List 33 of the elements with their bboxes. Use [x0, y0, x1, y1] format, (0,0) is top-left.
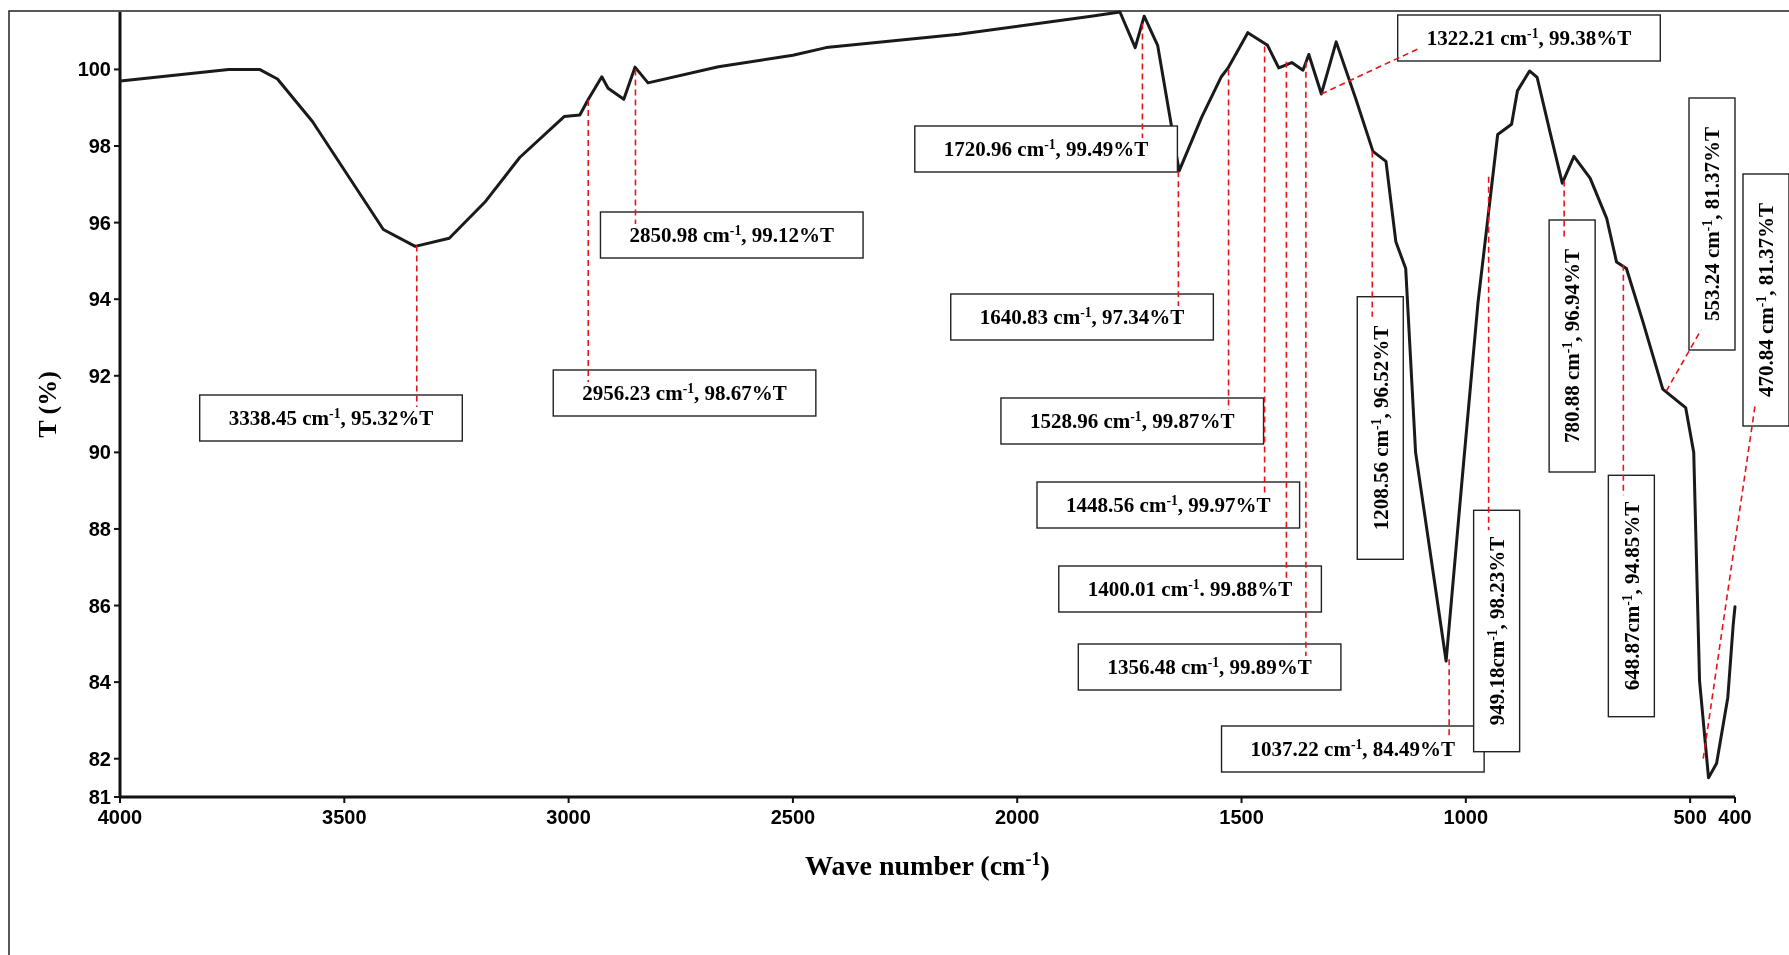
annotation: 2850.98 cm$^{-1}$, 99.12%T	[629, 222, 834, 248]
x-tick-label: 2500	[770, 806, 816, 828]
annotation: 1528.96 cm$^{-1}$, 99.87%T	[1030, 408, 1235, 434]
y-tick-label: 90	[88, 441, 111, 464]
annotation: 1448.56 cm$^{-1}$, 99.97%T	[1066, 492, 1271, 518]
x-tick-label: 4000	[97, 806, 143, 828]
y-axis-title: T (%)	[33, 371, 62, 438]
annotation: 1640.83 cm$^{-1}$, 97.34%T	[979, 304, 1185, 330]
x-tick-label: 2000	[994, 806, 1040, 828]
y-tick-label: 96	[88, 211, 111, 234]
y-tick-label: 94	[88, 288, 112, 311]
y-tick-label: 86	[88, 594, 111, 617]
annotation: 1400.01 cm$^{-1}$. 99.88%T	[1087, 576, 1293, 602]
y-tick-label: 98	[88, 135, 111, 158]
y-tick-label: 92	[88, 364, 111, 387]
x-tick-label: 400	[1718, 806, 1752, 828]
annotation: 1356.48 cm$^{-1}$, 99.89%T	[1107, 654, 1312, 680]
y-tick-label: 100	[77, 58, 111, 81]
x-tick-label: 500	[1673, 806, 1707, 828]
y-tick-label: 82	[88, 747, 111, 770]
x-axis-title: Wave number (cm$^{-1}$)	[805, 849, 1050, 881]
annotation: 1037.22 cm$^{-1}$, 84.49%T	[1250, 736, 1456, 762]
y-tick-label: 81	[88, 786, 111, 808]
annotation: 2956.23 cm$^{-1}$, 98.67%T	[582, 380, 787, 406]
y-tick-label: 88	[88, 517, 111, 540]
x-tick-label: 3000	[546, 806, 591, 828]
y-tick-label: 84	[88, 671, 112, 694]
x-tick-label: 3500	[322, 806, 367, 828]
annotation: 1322.21 cm$^{-1}$, 99.38%T	[1426, 25, 1632, 51]
annotation: 1720.96 cm$^{-1}$, 99.49%T	[943, 136, 1149, 162]
x-tick-label: 1500	[1219, 806, 1264, 828]
x-tick-label: 1000	[1443, 806, 1489, 828]
annotation: 3338.45 cm$^{-1}$, 95.32%T	[228, 405, 434, 431]
